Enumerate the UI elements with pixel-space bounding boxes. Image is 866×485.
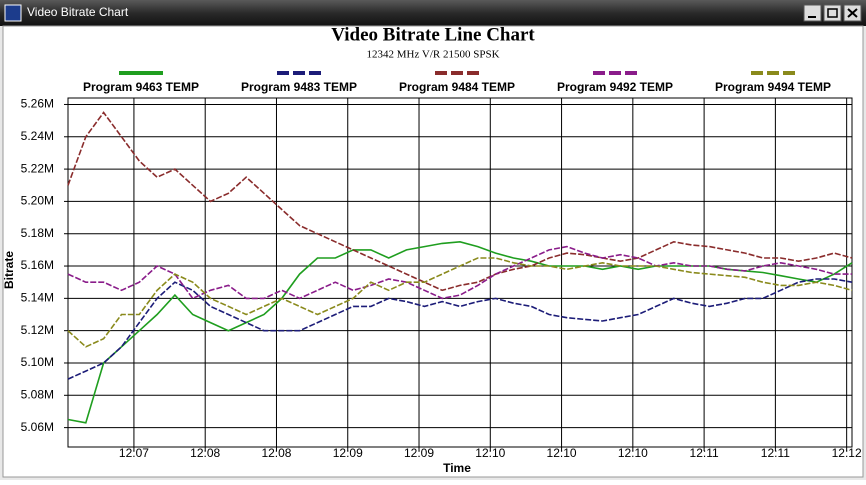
x-tick-label: 12:08 [190,446,220,460]
y-tick-label: 5.26M [21,97,54,111]
y-tick-label: 5.06M [21,420,54,434]
y-tick-label: 5.14M [21,291,54,305]
chart-title: Video Bitrate Line Chart [331,24,535,45]
x-tick-label: 12:11 [690,446,719,460]
app-icon [4,4,22,22]
x-axis-label: Time [443,461,471,475]
maximize-button[interactable] [823,4,842,22]
title-bar [0,0,866,26]
y-tick-label: 5.12M [21,323,54,337]
window-title: Video Bitrate Chart [27,5,129,19]
legend-label: Program 9492 TEMP [557,80,673,94]
minimize-button[interactable] [803,4,822,22]
plot-area [67,97,853,448]
series-line [67,245,852,300]
legend-label: Program 9494 TEMP [715,80,831,94]
close-icon [847,8,858,18]
y-tick-label: 5.08M [21,387,54,401]
x-tick-label: 12:10 [618,446,648,460]
x-tick-label: 12:11 [761,446,790,460]
y-tick-label: 5.16M [21,258,54,272]
y-axis-label: Bitrate [2,251,16,289]
y-tick-label: 5.10M [21,355,54,369]
chart-subtitle: 12342 MHz V/R 21500 SPSK [366,49,499,61]
series-line [67,111,853,292]
x-tick-label: 12:08 [261,446,291,460]
maximize-icon [827,8,838,18]
series-line [67,257,853,348]
legend-label: Program 9483 TEMP [241,80,357,94]
window-controls [803,4,862,22]
y-tick-label: 5.22M [21,161,54,175]
legend-label: Program 9463 TEMP [83,80,199,94]
x-tick-label: 12:12 [832,446,862,460]
series-line [67,278,853,380]
x-tick-label: 12:09 [404,446,434,460]
x-tick-label: 12:09 [333,446,363,460]
y-tick-label: 5.18M [21,226,54,240]
x-tick-label: 12:10 [547,446,577,460]
y-tick-label: 5.24M [21,129,54,143]
x-tick-label: 12:10 [475,446,505,460]
x-tick-label: 12:07 [119,446,149,460]
legend-label: Program 9484 TEMP [399,80,515,94]
y-tick-label: 5.20M [21,194,54,208]
